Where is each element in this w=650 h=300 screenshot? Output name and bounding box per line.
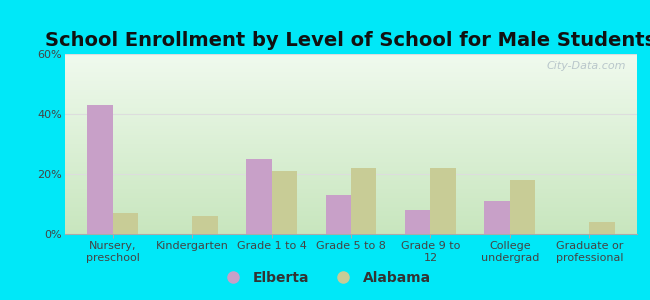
Title: School Enrollment by Level of School for Male Students: School Enrollment by Level of School for… xyxy=(46,31,650,50)
Bar xyxy=(87,105,112,234)
Bar xyxy=(590,222,615,234)
Text: City-Data.com: City-Data.com xyxy=(546,61,625,71)
Bar xyxy=(112,213,138,234)
Bar xyxy=(484,201,510,234)
Bar xyxy=(192,216,218,234)
Bar xyxy=(430,168,456,234)
Legend: Elberta, Alabama: Elberta, Alabama xyxy=(213,265,437,290)
Bar xyxy=(326,195,351,234)
Bar xyxy=(351,168,376,234)
Bar xyxy=(510,180,536,234)
Bar xyxy=(405,210,430,234)
Bar xyxy=(246,159,272,234)
Bar xyxy=(272,171,297,234)
